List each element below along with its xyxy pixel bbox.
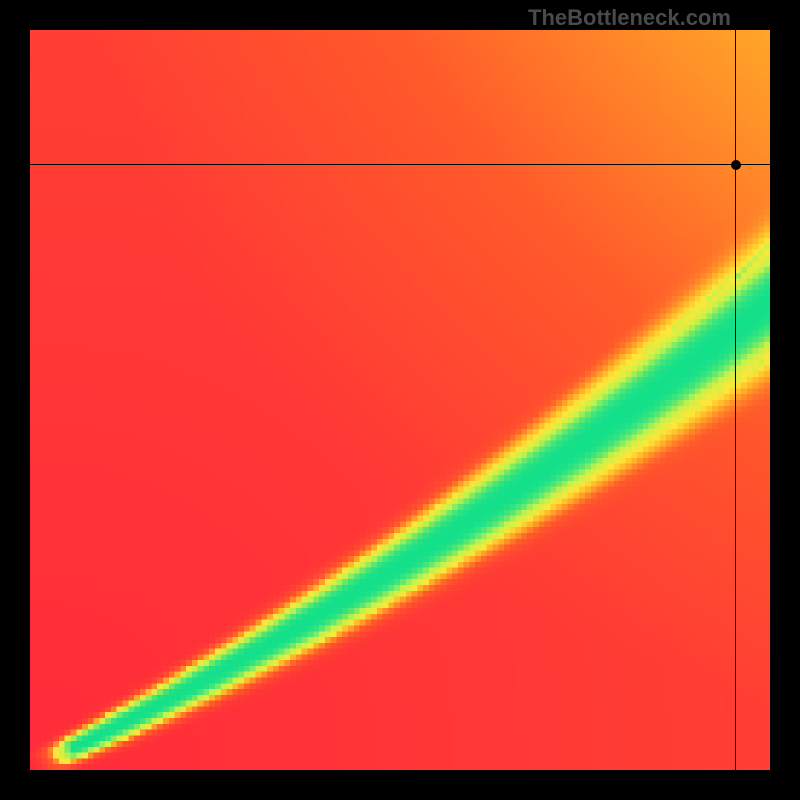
crosshair-horizontal-line <box>30 164 770 165</box>
watermark-text: TheBottleneck.com <box>528 5 731 31</box>
crosshair-vertical-line <box>735 30 736 770</box>
crosshair-marker <box>731 160 741 170</box>
heatmap-canvas <box>30 30 770 770</box>
